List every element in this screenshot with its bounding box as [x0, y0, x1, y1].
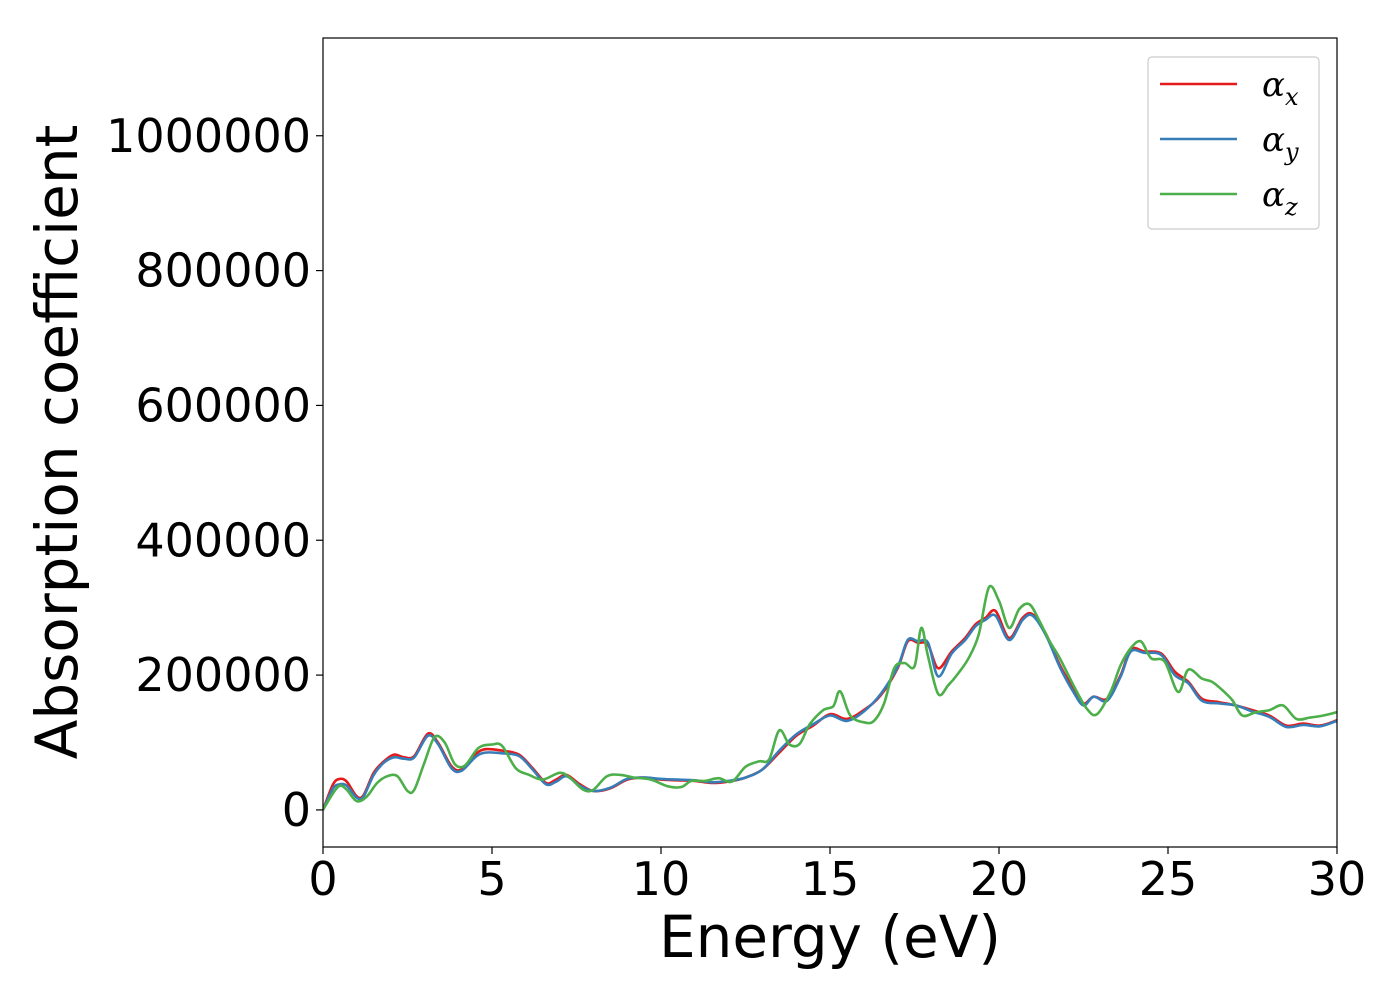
series-line-z	[323, 584, 1337, 811]
y-tick-label: 1000000	[106, 109, 311, 163]
legend: αx αy αz	[1147, 56, 1320, 230]
y-tick-label: 400000	[135, 513, 311, 567]
x-tick-label: 20	[970, 852, 1029, 906]
legend-label-z: αz	[1262, 175, 1298, 221]
legend-box	[1147, 56, 1320, 230]
y-tick-label: 800000	[135, 244, 311, 298]
y-tick-label: 600000	[135, 378, 311, 432]
y-tick-label: 0	[282, 783, 311, 837]
y-tick-label: 200000	[135, 648, 311, 702]
x-axis-label: Energy (eV)	[659, 903, 1001, 971]
series-line-y	[323, 613, 1337, 811]
legend-label-x: αx	[1262, 65, 1299, 111]
x-tick-label: 0	[308, 852, 337, 906]
y-axis-label: Absorption coefficient	[23, 125, 91, 760]
legend-label-y: αy	[1262, 120, 1299, 166]
x-tick-label: 10	[632, 852, 691, 906]
x-tick-label: 15	[801, 852, 860, 906]
series-layer	[323, 584, 1337, 811]
series-line-x	[323, 608, 1337, 811]
x-tick-label: 25	[1139, 852, 1198, 906]
x-tick-label: 5	[477, 852, 506, 906]
y-axis: 0 200000 400000 600000 800000 1000000	[106, 109, 323, 837]
x-tick-label: 30	[1308, 852, 1367, 906]
x-axis: 0 5 10 15 20 25 30	[308, 847, 1366, 906]
